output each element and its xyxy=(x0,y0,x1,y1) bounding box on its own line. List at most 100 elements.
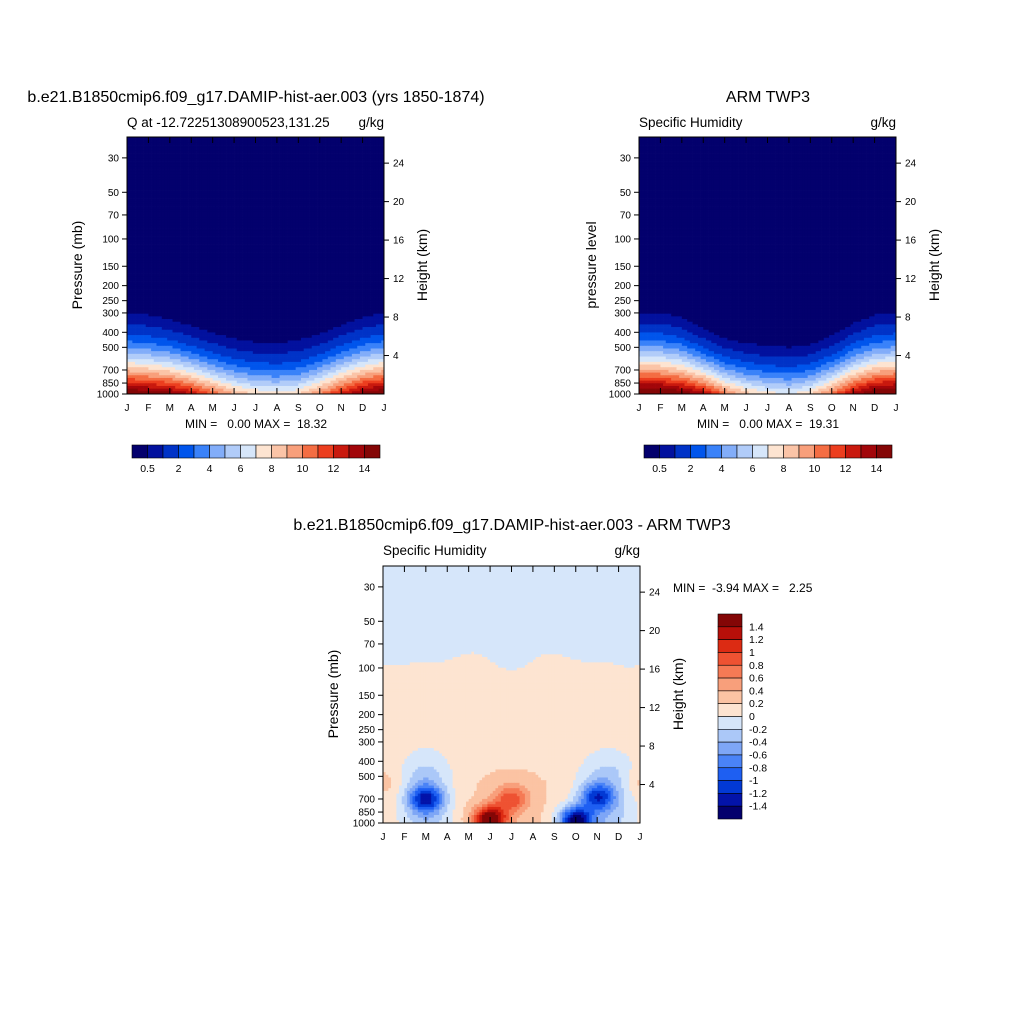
contour-cell-model xyxy=(260,230,264,234)
contour-cell-model xyxy=(266,161,270,165)
contour-cell-model xyxy=(180,209,184,213)
contour-cell-model xyxy=(169,185,173,189)
contour-cell-model xyxy=(378,222,382,226)
contour-cell-model xyxy=(252,230,256,234)
contour-cell-model xyxy=(159,158,163,162)
contour-cell-model xyxy=(172,219,176,224)
contour-cell-model xyxy=(196,182,200,186)
contour-cell-model xyxy=(279,203,283,207)
contour-cell-model xyxy=(151,166,155,170)
contour-cell-model xyxy=(185,225,189,229)
contour-cell-model xyxy=(303,228,307,232)
contour-cell-model xyxy=(268,203,272,207)
contour-cell-model xyxy=(172,198,176,202)
contour-cell-model xyxy=(314,219,318,224)
contour-cell-model xyxy=(201,171,205,175)
contour-cell-model xyxy=(159,177,163,181)
contour-cell-model xyxy=(381,273,384,277)
contour-cell-model xyxy=(271,249,275,253)
contour-cell-model xyxy=(359,147,363,151)
contour-cell-model xyxy=(236,217,240,221)
contour-cell-model xyxy=(212,252,216,256)
contour-cell-model xyxy=(177,155,181,159)
contour-cell-model xyxy=(309,265,313,269)
contour-cell-model xyxy=(266,198,270,202)
contour-cell-model xyxy=(180,142,184,146)
contour-cell-model xyxy=(132,254,136,258)
contour-cell-model xyxy=(292,171,297,175)
contour-cell-model xyxy=(188,249,192,253)
contour-cell-model xyxy=(266,201,270,205)
contour-cell-model xyxy=(137,233,141,237)
contour-cell-model xyxy=(188,161,192,165)
contour-cell-model xyxy=(212,187,216,191)
contour-cell-model xyxy=(132,236,136,240)
contour-cell-model xyxy=(161,163,165,167)
contour-cell-model xyxy=(378,161,382,165)
contour-cell-model xyxy=(242,161,246,165)
contour-cell-model xyxy=(188,222,192,226)
contour-cell-model xyxy=(306,273,310,277)
contour-cell-model xyxy=(279,241,283,245)
contour-cell-model xyxy=(338,246,342,250)
contour-cell-model xyxy=(351,169,355,173)
contour-cell-model xyxy=(327,203,331,207)
contour-cell-model xyxy=(132,177,136,181)
contour-cell-model xyxy=(319,219,323,224)
contour-cell-model xyxy=(263,145,267,149)
contour-cell-model xyxy=(161,262,165,266)
contour-cell-model xyxy=(188,252,192,256)
contour-cell-model xyxy=(209,187,214,191)
contour-cell-model xyxy=(164,193,168,197)
contour-cell-model xyxy=(212,209,216,213)
contour-cell-model xyxy=(215,187,219,191)
contour-cell-model xyxy=(234,142,238,146)
contour-cell-model xyxy=(140,211,144,215)
contour-cell-model xyxy=(349,241,353,245)
contour-cell-model xyxy=(330,171,334,175)
contour-cell-model xyxy=(148,161,152,165)
contour-cell-model xyxy=(220,195,224,199)
contour-cell-model xyxy=(282,137,286,141)
contour-cell-model xyxy=(330,182,334,186)
contour-cell-model xyxy=(196,233,200,237)
contour-cell-model xyxy=(373,182,377,186)
contour-cell-model xyxy=(218,169,222,173)
contour-cell-model xyxy=(341,177,345,181)
contour-cell-model xyxy=(303,230,307,234)
contour-cell-model xyxy=(218,147,222,151)
contour-cell-model xyxy=(274,169,278,173)
contour-cell-model xyxy=(137,174,141,178)
contour-cell-model xyxy=(140,270,144,274)
contour-cell-model xyxy=(322,139,326,143)
contour-cell-model xyxy=(375,182,379,186)
contour-cell-model xyxy=(193,137,197,141)
contour-cell-model xyxy=(346,236,350,240)
contour-cell-model xyxy=(183,268,187,272)
contour-cell-model xyxy=(167,230,171,234)
contour-cell-model xyxy=(373,260,377,264)
contour-cell-model xyxy=(268,273,272,277)
contour-cell-model xyxy=(145,236,149,240)
contour-cell-model xyxy=(169,203,173,207)
contour-cell-model xyxy=(335,182,339,186)
contour-cell-model xyxy=(370,201,374,205)
contour-cell-model xyxy=(239,270,243,274)
contour-cell-model xyxy=(327,219,331,224)
contour-cell-model xyxy=(239,228,243,232)
contour-cell-model xyxy=(172,153,176,157)
contour-cell-model xyxy=(188,260,192,264)
contour-cell-model xyxy=(175,158,179,162)
contour-cell-model xyxy=(357,262,361,266)
contour-cell-model xyxy=(303,158,307,162)
contour-cell-model xyxy=(231,179,235,183)
contour-cell-model xyxy=(301,161,305,165)
contour-cell-model xyxy=(327,265,331,269)
contour-cell-model xyxy=(357,268,361,272)
contour-cell-model xyxy=(287,158,291,162)
contour-cell-model xyxy=(164,153,168,157)
contour-cell-model xyxy=(167,222,171,226)
contour-cell-model xyxy=(191,198,195,202)
contour-cell-model xyxy=(346,209,350,213)
contour-cell-model xyxy=(335,195,339,199)
